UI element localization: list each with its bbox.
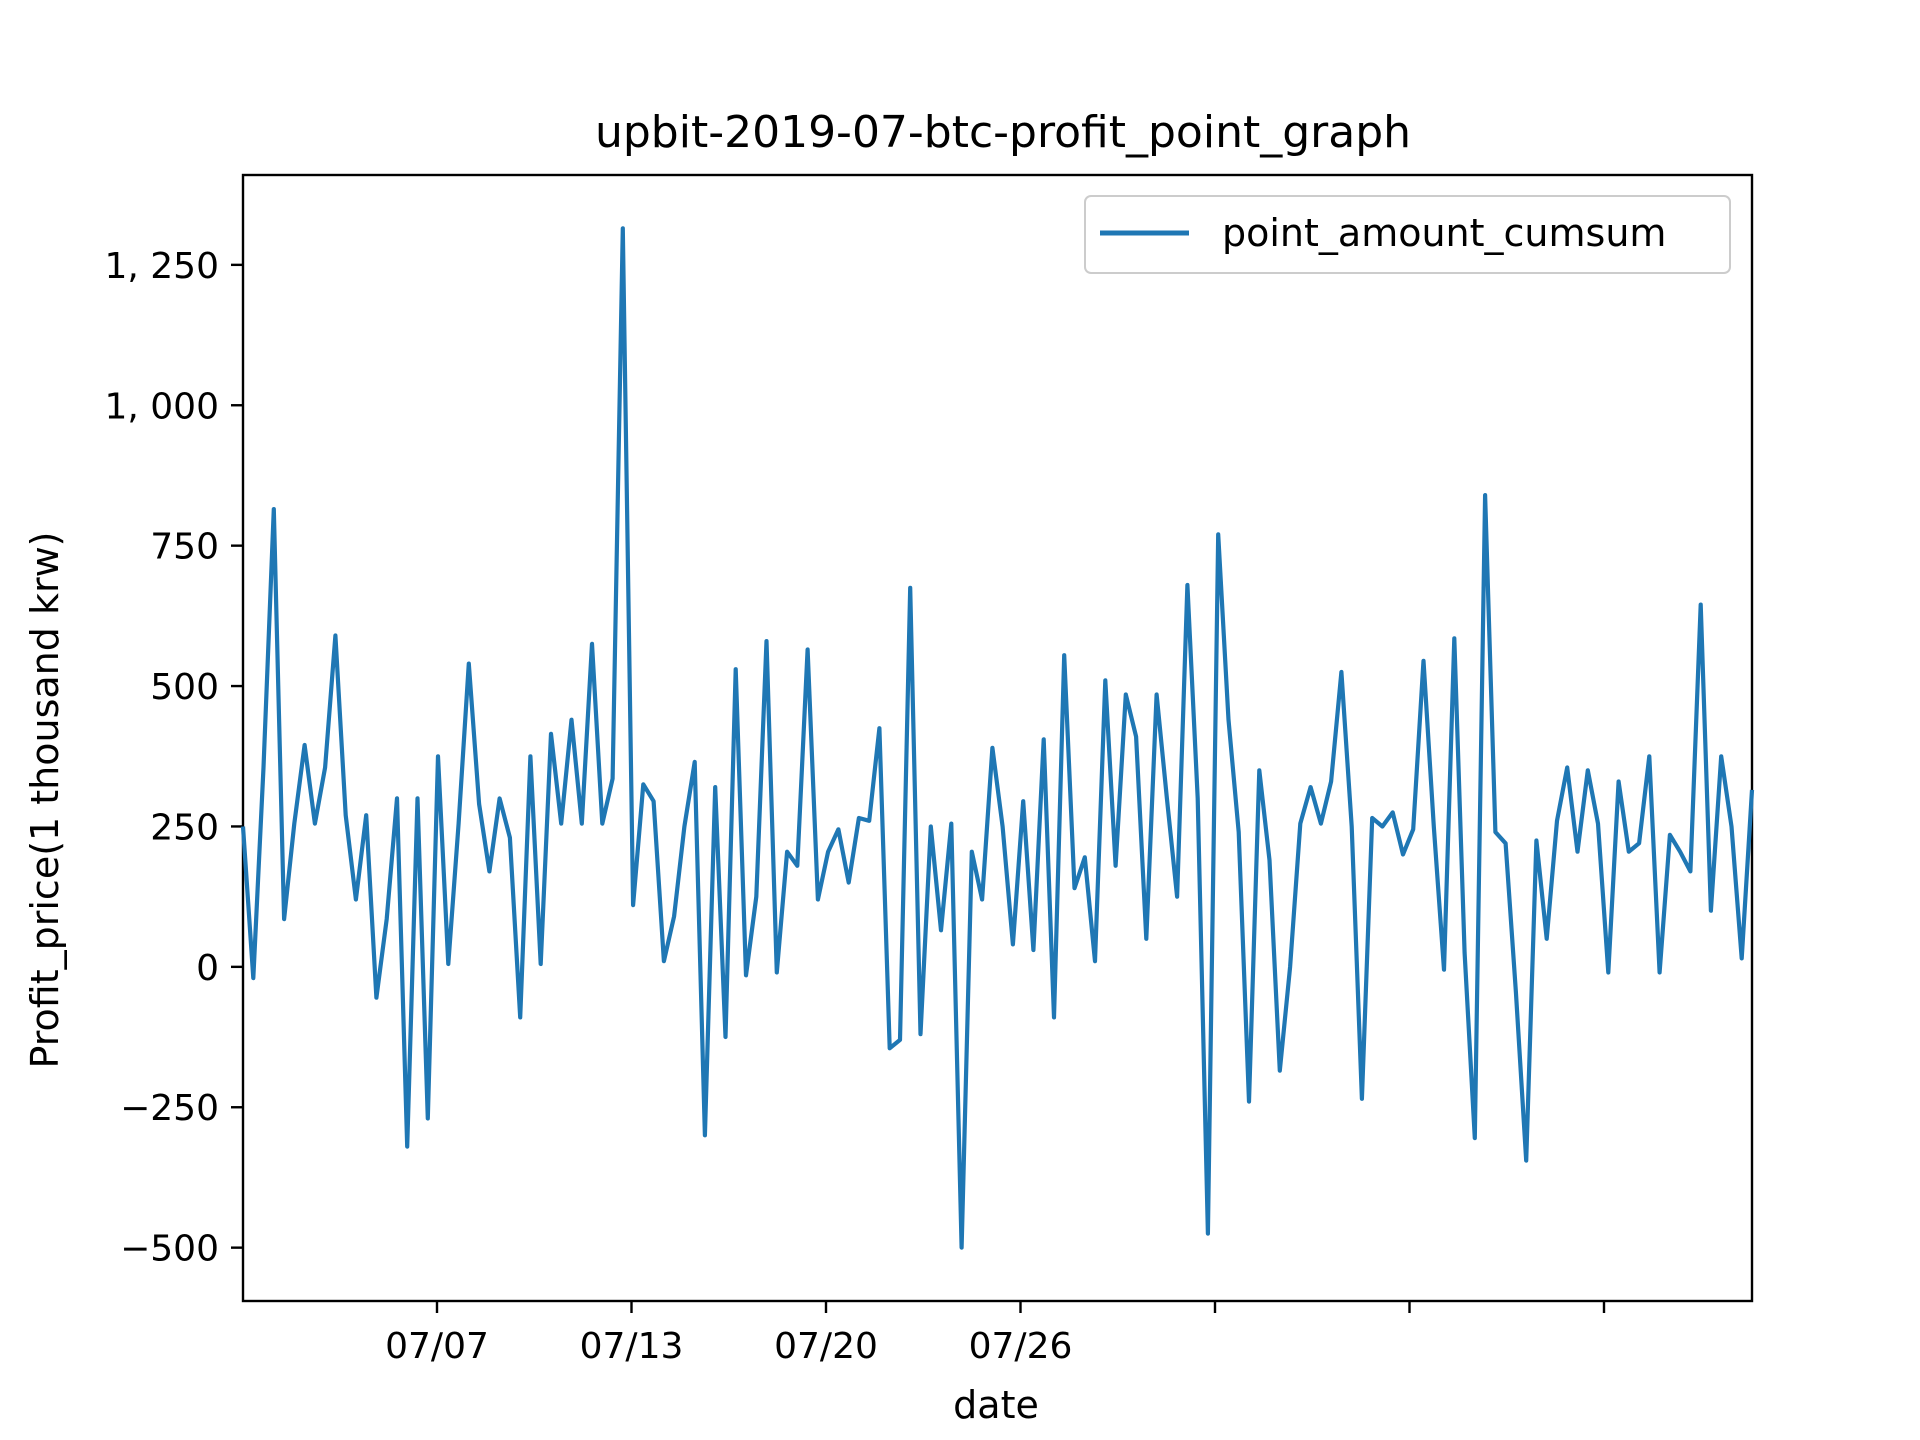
y-tick-label: 750 — [150, 527, 219, 568]
y-tick-label: 250 — [150, 807, 219, 848]
x-tick-label: 07/13 — [580, 1326, 684, 1367]
y-axis-title: Profit_price(1 thousand krw) — [23, 532, 67, 1069]
y-tick-label: −250 — [120, 1088, 219, 1129]
plot-frame — [241, 173, 1754, 1303]
y-tick-label: 0 — [196, 948, 219, 989]
y-tick-label: 500 — [150, 667, 219, 708]
legend-box — [1084, 195, 1731, 274]
x-tick-label: 07/07 — [385, 1326, 489, 1367]
x-tick-label: 07/26 — [969, 1326, 1073, 1367]
x-axis-title: date — [953, 1383, 1039, 1427]
plot-area: −500 −250 0 250 500 750 1, 000 1, 250 07/07 07/1… — [104, 173, 1755, 1367]
y-axis: −500 −250 0 250 500 750 1, 000 1, 250 — [104, 246, 243, 1270]
x-axis: 07/07 07/13 07/20 07/26 — [385, 1301, 1606, 1367]
chart-title: upbit-2019-07-btc-profit_point_graph — [595, 107, 1411, 158]
y-tick-label: −500 — [120, 1229, 219, 1270]
y-tick-label: 1, 250 — [104, 246, 219, 287]
series-line-point_amount_cumsum — [240, 226, 1755, 1250]
legend-label: point_amount_cumsum — [1222, 211, 1666, 255]
y-tick-label: 1, 000 — [104, 386, 219, 427]
legend: point_amount_cumsum — [1084, 195, 1731, 274]
series-layer — [240, 226, 1755, 1250]
x-tick-label: 07/20 — [774, 1326, 878, 1367]
